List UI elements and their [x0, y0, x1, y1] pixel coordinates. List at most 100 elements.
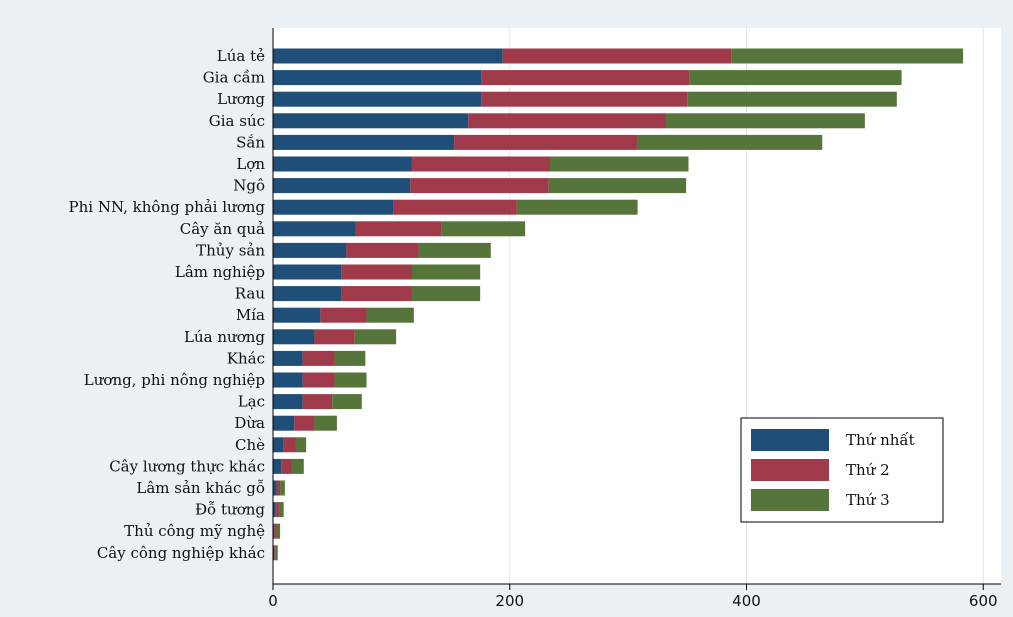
- category-label: Chè: [235, 436, 265, 454]
- bar-segment-series-1: [273, 91, 482, 107]
- category-label: Phi NN, không phải lương: [69, 198, 266, 216]
- bar-segment-series-3: [516, 199, 638, 215]
- category-label: Gia súc: [209, 112, 265, 130]
- legend-label-series-1: Thứ nhất: [846, 431, 915, 449]
- bar-segment-series-2: [274, 545, 276, 561]
- bar-segment-series-1: [273, 415, 295, 431]
- bar-segment-series-3: [548, 178, 687, 194]
- bar-segment-series-1: [273, 372, 303, 388]
- bars: [273, 48, 964, 561]
- bar-segment-series-3: [411, 264, 481, 280]
- bar-segment-series-2: [283, 437, 296, 453]
- legend-swatch-series-2: [751, 459, 829, 481]
- bar-segment-series-3: [334, 350, 366, 366]
- bar-segment-series-2: [481, 70, 690, 86]
- bar-segment-series-3: [441, 221, 526, 237]
- bar-segment-series-1: [273, 264, 342, 280]
- x-tick-label: 400: [732, 592, 761, 610]
- bar-segment-series-2: [481, 91, 688, 107]
- bar-segment-series-2: [276, 480, 281, 496]
- category-label: Thủy sản: [196, 241, 265, 259]
- bar-segment-series-3: [411, 286, 481, 302]
- bar-segment-series-3: [295, 437, 307, 453]
- bar-segment-series-1: [273, 545, 275, 561]
- bar-segment-series-3: [689, 70, 902, 86]
- legend-swatch-series-1: [751, 429, 829, 451]
- category-label: Dừa: [234, 414, 265, 432]
- bar-segment-series-3: [637, 134, 823, 150]
- bar-segment-series-2: [275, 502, 279, 518]
- bar-segment-series-3: [731, 48, 964, 64]
- bar-segment-series-1: [273, 178, 411, 194]
- category-label: Cây ăn quả: [180, 220, 265, 238]
- category-label: Lương, phi nông nghiệp: [84, 371, 265, 389]
- x-tick-label: 600: [969, 592, 998, 610]
- category-label: Cây công nghiệp khác: [97, 544, 265, 562]
- bar-segment-series-2: [294, 415, 315, 431]
- bar-segment-series-1: [273, 502, 276, 518]
- legend-swatch-series-3: [751, 489, 829, 511]
- bar-segment-series-3: [354, 329, 397, 345]
- bar-segment-series-2: [302, 372, 335, 388]
- bar-segment-series-2: [502, 48, 732, 64]
- bar-segment-series-3: [275, 545, 278, 561]
- category-label: Lợn: [236, 155, 265, 173]
- bar-segment-series-1: [273, 437, 284, 453]
- category-label: Lúa nương: [184, 328, 265, 346]
- bar-segment-series-2: [410, 178, 549, 194]
- bar-segment-series-1: [273, 221, 356, 237]
- bar-segment-series-1: [273, 458, 282, 474]
- bar-segment-series-1: [273, 350, 303, 366]
- bar-segment-series-1: [273, 286, 342, 302]
- category-label: Lâm sản khác gỗ: [136, 479, 265, 497]
- bar-segment-series-1: [273, 134, 455, 150]
- bar-segment-series-1: [273, 156, 412, 172]
- legend-label-series-2: Thứ 2: [846, 461, 890, 479]
- bar-segment-series-2: [411, 156, 550, 172]
- category-label: Lúa tẻ: [217, 47, 265, 65]
- category-label: Lương: [217, 90, 265, 108]
- category-label: Gia cầm: [203, 69, 265, 87]
- bar-segment-series-3: [334, 372, 367, 388]
- category-label: Rau: [235, 285, 266, 303]
- category-label: Mía: [236, 306, 265, 324]
- x-axis-ticks: 0 200 400 600: [268, 584, 998, 610]
- bar-segment-series-2: [454, 134, 638, 150]
- bar-segment-series-1: [273, 523, 275, 539]
- bar-segment-series-1: [273, 329, 315, 345]
- bar-segment-series-1: [273, 480, 277, 496]
- category-labels: Lúa tẻ Gia cầm Lương Gia súc Sắn Lợn Ngô Phi NN…: [69, 47, 266, 562]
- category-label: Lạc: [238, 393, 265, 411]
- x-tick-label: 200: [495, 592, 524, 610]
- category-label: Cây lương thực khác: [109, 457, 265, 475]
- bar-segment-series-2: [274, 523, 277, 539]
- bar-segment-series-1: [273, 242, 347, 258]
- category-label: Thủ công mỹ nghệ: [124, 522, 265, 540]
- bar-segment-series-3: [276, 523, 281, 539]
- x-tick-label: 0: [268, 592, 278, 610]
- category-label: Khác: [227, 349, 265, 367]
- bar-segment-series-3: [687, 91, 897, 107]
- bar-segment-series-3: [549, 156, 689, 172]
- category-label: Sắn: [236, 133, 265, 151]
- bar-segment-series-3: [314, 415, 337, 431]
- bar-segment-series-3: [366, 307, 414, 323]
- bar-segment-series-2: [341, 286, 412, 302]
- bar-segment-series-1: [273, 70, 482, 86]
- bar-segment-series-1: [273, 394, 303, 410]
- category-label: Ngô: [233, 177, 265, 195]
- bar-segment-series-3: [280, 480, 285, 496]
- bar-segment-series-3: [291, 458, 304, 474]
- bar-segment-series-1: [273, 199, 394, 215]
- bar-segment-series-1: [273, 48, 503, 64]
- bar-segment-series-2: [281, 458, 292, 474]
- bar-segment-series-2: [314, 329, 355, 345]
- bar-segment-series-2: [302, 394, 333, 410]
- bar-segment-series-2: [341, 264, 412, 280]
- legend: Thứ nhất Thứ 2 Thứ 3: [740, 417, 944, 523]
- bar-segment-series-3: [332, 394, 362, 410]
- bar-segment-series-2: [346, 242, 419, 258]
- category-label: Đỗ tương: [195, 501, 265, 519]
